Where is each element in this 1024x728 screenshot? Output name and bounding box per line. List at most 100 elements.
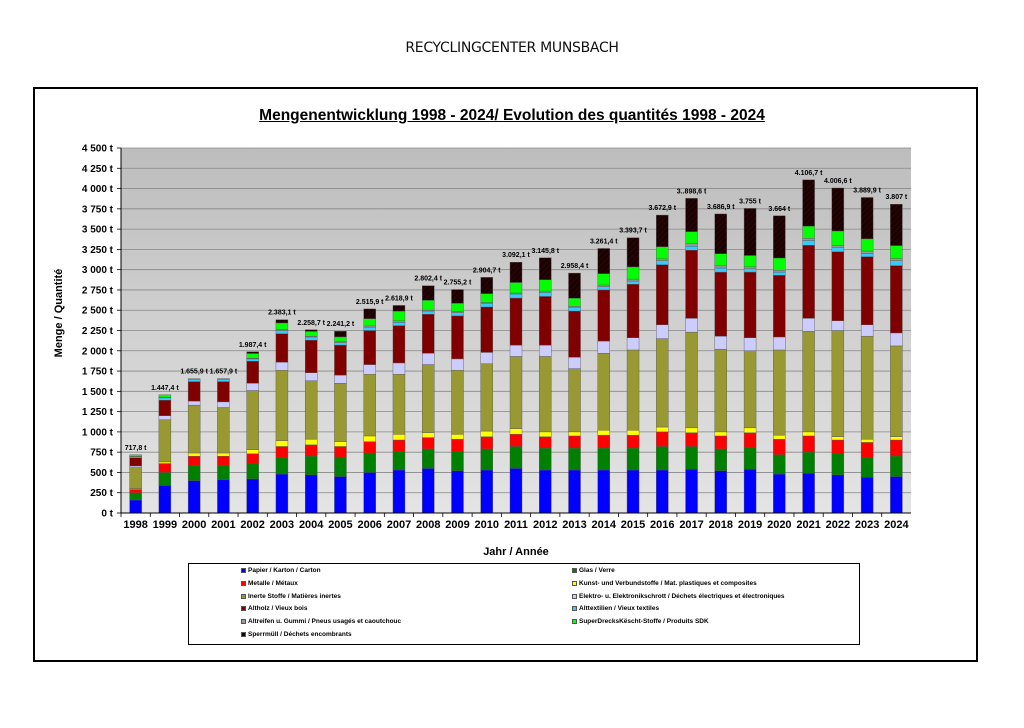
bar-segment (451, 370, 464, 435)
bar-segment (451, 303, 464, 312)
bar-segment (714, 267, 728, 273)
bar-segment (802, 245, 815, 319)
bar-segment (509, 344, 523, 357)
bar-segment (392, 469, 406, 514)
legend-swatch (572, 619, 577, 625)
bar-segment (626, 447, 640, 471)
bar-segment (246, 383, 259, 391)
bar-stack-2000 (187, 378, 201, 514)
bar-segment (392, 362, 406, 375)
x-tick-label: 2024 (884, 519, 909, 531)
bar-segment (597, 469, 610, 514)
bar-segment (451, 451, 464, 472)
total-label: 3.889,9 t (853, 187, 881, 194)
bar-segment (246, 478, 259, 514)
bar-segment (714, 470, 728, 514)
bar-segment (773, 336, 786, 351)
bar-segment (597, 284, 610, 287)
total-label: 3.393,7 t (619, 228, 647, 235)
bar-segment (363, 472, 376, 514)
x-tick-label: 2000 (182, 519, 206, 531)
bar-segment (860, 457, 874, 478)
bar-segment (597, 248, 610, 274)
bar-segment (860, 335, 874, 440)
bar-segment (275, 322, 289, 330)
bar-segment (158, 463, 172, 473)
bar-segment (656, 426, 669, 433)
bar-stack-2007 (392, 305, 406, 514)
bar-segment (187, 381, 201, 402)
bar-segment (363, 318, 376, 327)
x-tick-label: 1998 (123, 519, 147, 531)
bar-segment (129, 489, 142, 493)
total-label: 3.261,4 t (590, 238, 618, 245)
legend: Papier / Karton / Carton Metalle / Métaux… (188, 563, 860, 645)
bar-segment (743, 350, 757, 429)
bar-segment (890, 265, 903, 334)
y-tick-label: 1 750 t (82, 367, 114, 378)
bar-segment (802, 431, 815, 437)
bar-segment (685, 243, 698, 247)
bar-segment (656, 260, 669, 266)
bar-segment (217, 381, 230, 403)
bar-segment (860, 442, 874, 459)
bar-segment (626, 430, 640, 436)
bar-segment (158, 472, 172, 486)
bar-segment (275, 457, 289, 475)
bar-segment (217, 378, 230, 380)
y-tick-label: 2 250 t (82, 326, 114, 337)
bar-segment (275, 370, 289, 442)
bar-segment (890, 476, 903, 514)
bar-segment (539, 447, 552, 471)
bar-segment (304, 474, 318, 514)
bar-segment (743, 208, 757, 256)
bar-stack-2019 (743, 208, 757, 514)
bar-segment (831, 474, 845, 514)
bar-segment (392, 434, 406, 441)
bar-segment (217, 456, 230, 466)
bar-segment (568, 310, 581, 358)
bar-segment (246, 351, 259, 354)
bar-segment (451, 434, 464, 440)
bar-segment (539, 279, 552, 292)
bar-segment (539, 296, 552, 346)
x-tick-label: 2019 (738, 519, 762, 531)
bar-segment (392, 451, 406, 471)
bar-segment (304, 340, 318, 373)
bar-stack-2017 (685, 198, 698, 514)
bar-segment (304, 331, 318, 337)
bar-segment (158, 419, 172, 463)
bar-segment (334, 446, 347, 458)
bar-segment (890, 260, 903, 266)
total-label: 3.672,9 t (648, 205, 676, 212)
bar-segment (860, 324, 874, 337)
legend-swatch (241, 606, 246, 612)
bar-segment (217, 407, 230, 454)
x-axis-ticks: 1998 1999 2000 2001 2002 2003 2004 2005 2006 2007… (120, 513, 909, 531)
bar-segment (509, 428, 523, 435)
bar-segment (392, 320, 406, 323)
bar-segment (539, 292, 552, 297)
x-tick-label: 2001 (211, 519, 235, 531)
bar-stack-2021 (802, 179, 815, 514)
bar-stack-2004 (304, 329, 318, 514)
bar-stack-1998 (129, 454, 142, 514)
bar-segment (656, 214, 669, 247)
x-tick-label: 2009 (445, 519, 469, 531)
bar-segment (831, 247, 845, 253)
bar-segment (158, 400, 172, 416)
legend-item: Elektro- u. Elektronikschrott / Déchets … (572, 593, 785, 600)
bar-segment (363, 441, 376, 454)
legend-label: Metalle / Métaux (248, 579, 298, 587)
legend-label: Kunst- und Verbundstoffe / Mat. plastiqu… (579, 579, 757, 587)
bar-segment (363, 364, 376, 375)
bar-segment (685, 198, 698, 232)
bar-segment (597, 447, 610, 471)
bar-segment (539, 436, 552, 449)
bar-segment (656, 338, 669, 428)
legend-label: Altreifen u. Gummi / Pneus usagés et cao… (248, 618, 402, 626)
bar-segment (626, 349, 640, 431)
bar-segment (656, 258, 669, 261)
legend-item: Inerte Stoffe / Matières inertes (241, 593, 341, 600)
bar-segment (626, 237, 640, 268)
